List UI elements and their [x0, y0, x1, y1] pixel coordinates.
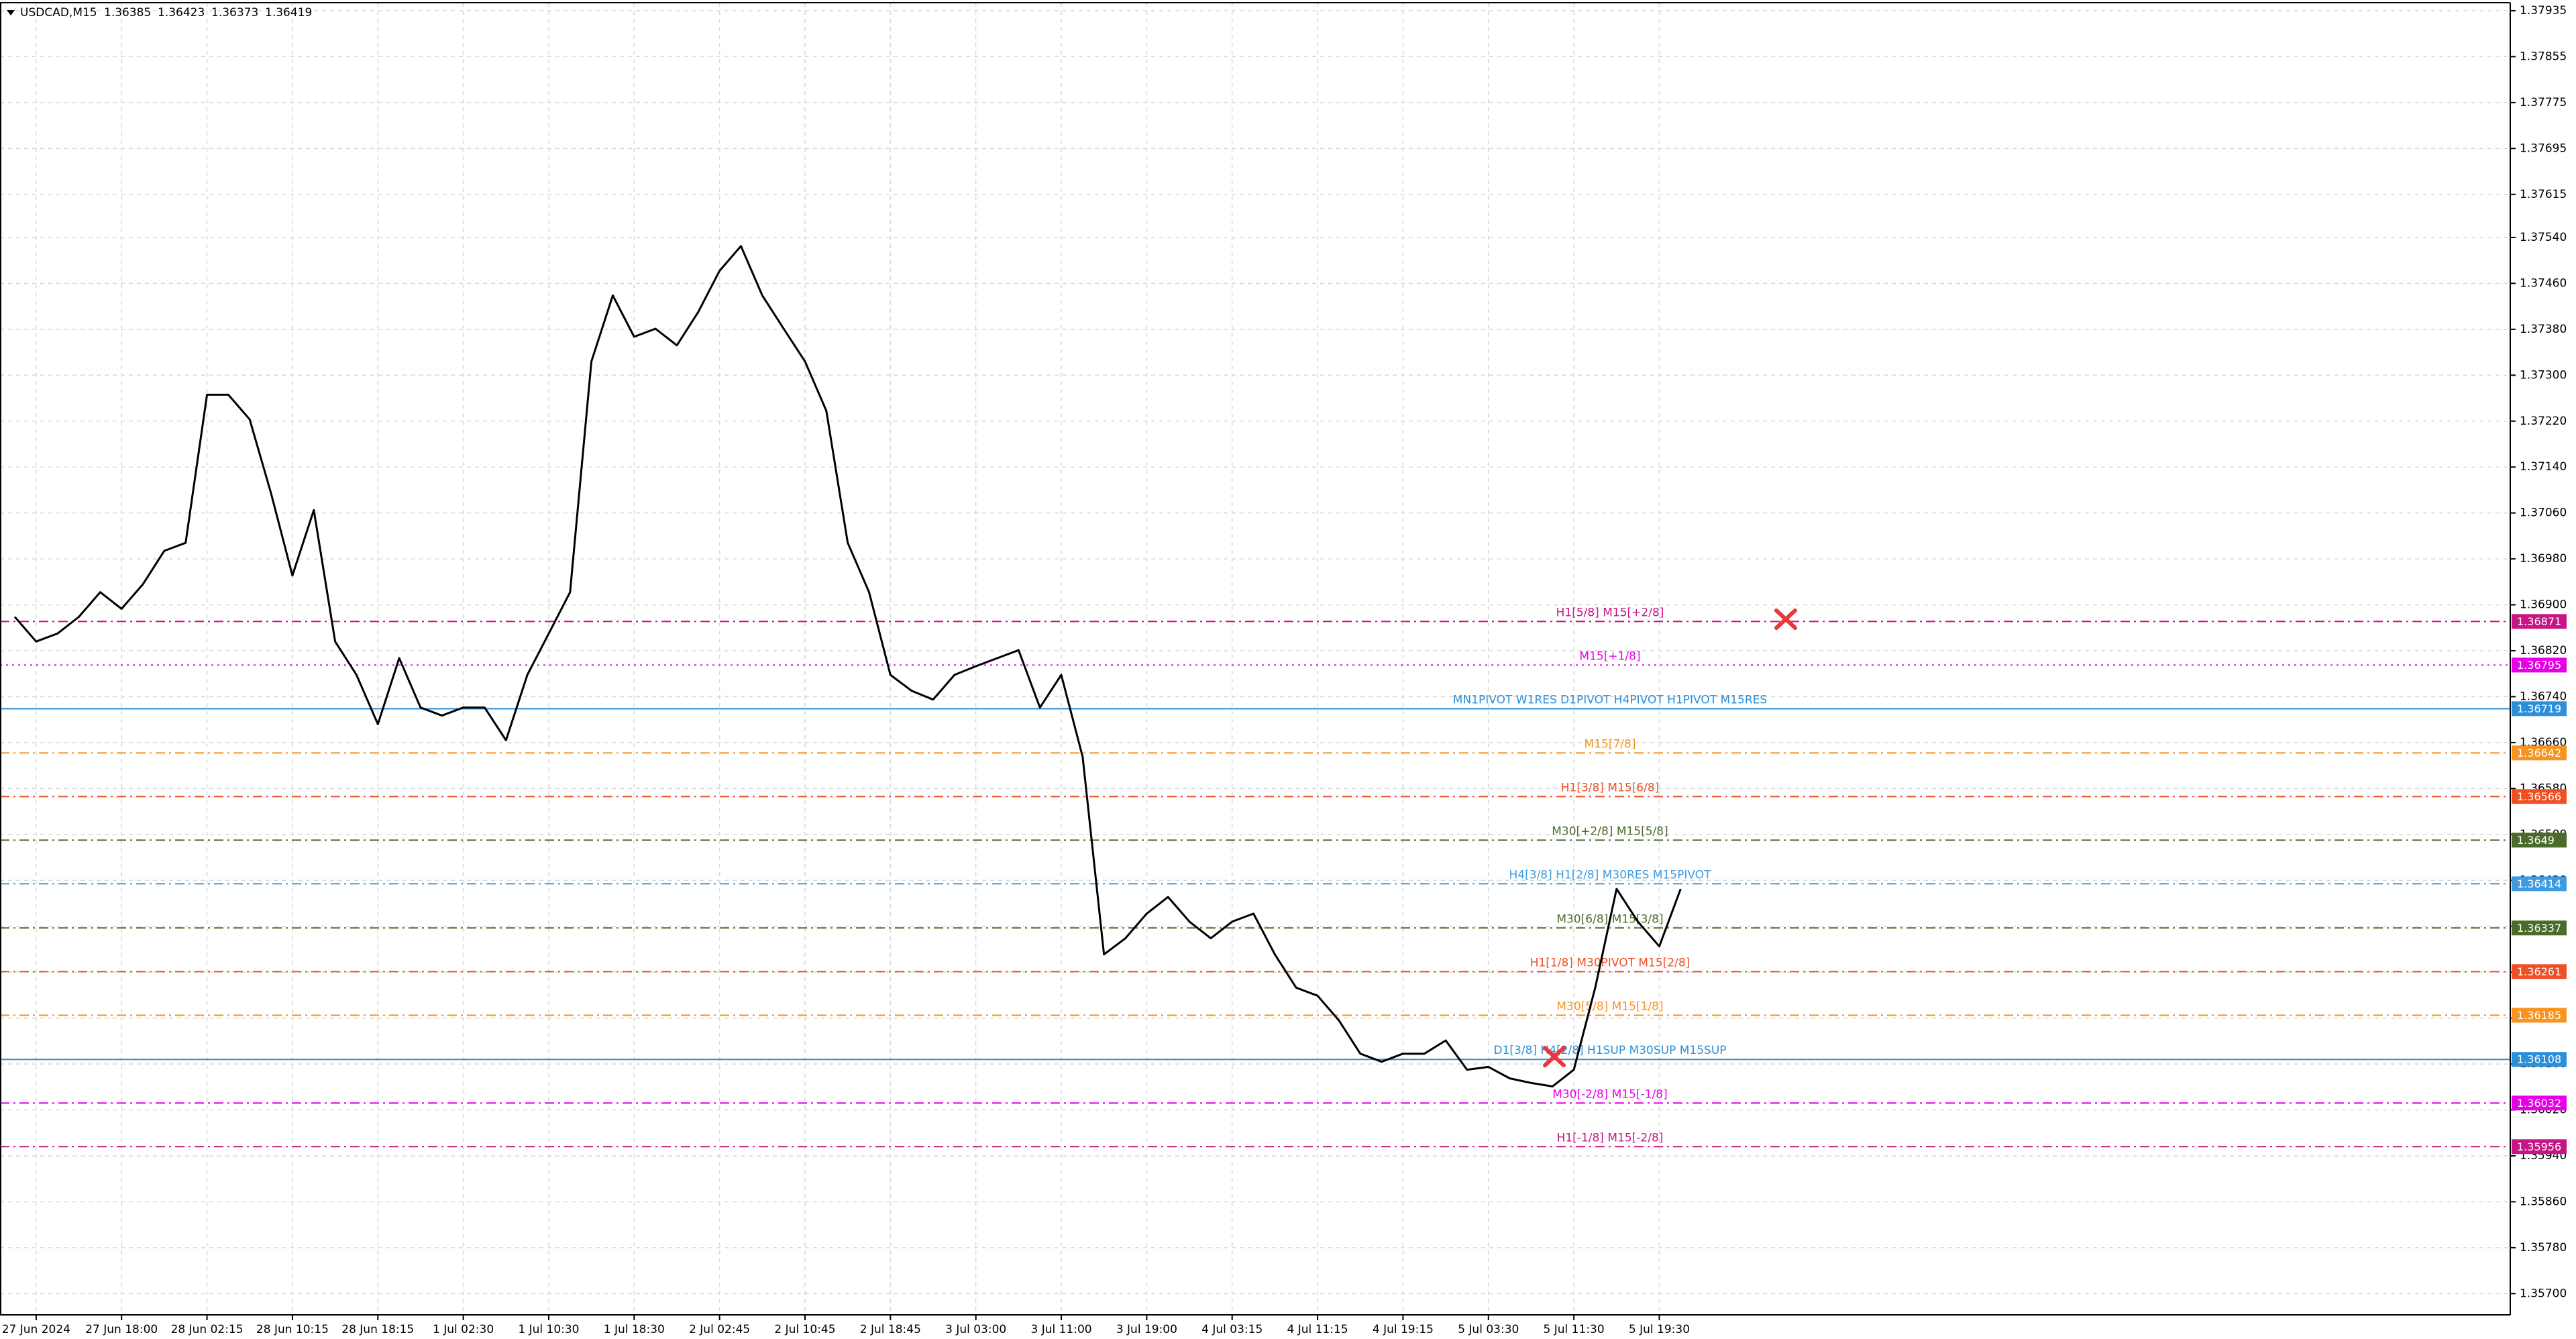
x-tick-label: 1 Jul 18:30 — [604, 1323, 665, 1336]
price-line — [13, 245, 1682, 1087]
y-tick-label: 1.37060 — [2520, 506, 2567, 520]
y-tick-label: 1.36980 — [2520, 552, 2567, 566]
cross-marker — [1543, 1046, 1566, 1067]
high-price: 1.36423 — [158, 6, 205, 19]
x-tick-label: 5 Jul 03:30 — [1458, 1323, 1519, 1336]
price-tag — [2512, 1008, 2567, 1023]
price-tag — [2512, 657, 2567, 673]
price-tag — [2512, 789, 2567, 804]
x-tick-label: 4 Jul 03:15 — [1201, 1323, 1263, 1336]
y-tick-label: 1.35700 — [2520, 1287, 2567, 1300]
price-tag — [2512, 701, 2567, 716]
y-tick-label: 1.35860 — [2520, 1195, 2567, 1208]
x-tick-label: 1 Jul 10:30 — [518, 1323, 579, 1336]
x-tick-label: 5 Jul 11:30 — [1544, 1323, 1605, 1336]
open-price: 1.36385 — [104, 6, 151, 19]
x-tick-label: 28 Jun 02:15 — [171, 1323, 244, 1336]
price-tag — [2512, 833, 2567, 848]
price-tag — [2512, 876, 2567, 892]
price-tag-label: 1.36719 — [2517, 702, 2561, 715]
x-tick-label: 2 Jul 10:45 — [774, 1323, 835, 1336]
y-tick-label: 1.36900 — [2520, 598, 2567, 612]
axes: 1.37935 1.37855 1.37775 1.37695 1.37615 1.375… — [2, 4, 2567, 1336]
price-tag-label: 1.36795 — [2517, 659, 2561, 672]
price-tag-label: 1.36108 — [2517, 1053, 2561, 1066]
y-tick-label: 1.37855 — [2520, 50, 2567, 63]
y-tick-label: 1.37615 — [2520, 188, 2567, 201]
y-tick-label: 1.36820 — [2520, 644, 2567, 657]
x-tick-label: 5 Jul 19:30 — [1629, 1323, 1690, 1336]
y-tick-label: 1.37220 — [2520, 415, 2567, 428]
level-label: M15[7/8] — [1585, 737, 1636, 751]
price-tag — [2512, 614, 2567, 629]
level-label: M30[5/8] M15[1/8] — [1556, 1000, 1663, 1013]
price-tag-label: 1.36185 — [2517, 1009, 2561, 1022]
x-tick-label: 27 Jun 2024 — [2, 1323, 70, 1336]
close-price: 1.36419 — [265, 6, 312, 19]
y-tick-label: 1.37935 — [2520, 4, 2567, 17]
price-tag-label: 1.35956 — [2517, 1140, 2561, 1153]
y-tick-label: 1.37460 — [2520, 276, 2567, 290]
x-tick-label: 1 Jul 02:30 — [433, 1323, 494, 1336]
level-label: M15[+1/8] — [1579, 649, 1640, 663]
price-tag-label: 1.36871 — [2517, 615, 2561, 628]
price-tag — [2512, 920, 2567, 936]
price-tag — [2512, 964, 2567, 979]
x-tick-label: 3 Jul 19:00 — [1116, 1323, 1177, 1336]
price-tag-label: 1.36414 — [2517, 877, 2561, 890]
level-label: H1[1/8] M30PIVOT M15[2/8] — [1530, 956, 1690, 969]
price-tag — [2512, 1095, 2567, 1111]
level-label: H1[-1/8] M15[-2/8] — [1557, 1131, 1664, 1144]
x-tick-label: 2 Jul 18:45 — [860, 1323, 921, 1336]
price-tag-label: 1.3649 — [2517, 834, 2555, 847]
levels: H1[5/8] M15[+2/8] M15[+1/8] MN1PIVOT W1RES… — [0, 606, 2510, 1148]
level-label: M30[-2/8] M15[-1/8] — [1552, 1087, 1668, 1101]
y-tick-label: 1.35780 — [2520, 1241, 2567, 1254]
x-tick-label: 2 Jul 02:45 — [689, 1323, 750, 1336]
y-tick-label: 1.37380 — [2520, 323, 2567, 336]
price-tag — [2512, 745, 2567, 761]
price-tag-label: 1.36261 — [2517, 965, 2561, 978]
price-tag-label: 1.36337 — [2517, 922, 2561, 934]
y-tick-label: 1.37775 — [2520, 96, 2567, 109]
cross-marker — [1774, 608, 1797, 630]
level-label: D1[3/8] H4[2/8] H1SUP M30SUP M15SUP — [1493, 1044, 1726, 1057]
y-tick-label: 1.37695 — [2520, 142, 2567, 155]
price-tag — [2512, 1139, 2567, 1155]
y-tick-label: 1.37140 — [2520, 460, 2567, 474]
y-tick-label: 1.37300 — [2520, 368, 2567, 382]
level-label: H4[3/8] H1[2/8] M30RES M15PIVOT — [1509, 868, 1712, 881]
x-tick-label: 4 Jul 11:15 — [1287, 1323, 1348, 1336]
x-tick-label: 3 Jul 11:00 — [1030, 1323, 1091, 1336]
x-tick-label: 3 Jul 03:00 — [945, 1323, 1006, 1336]
low-price: 1.36373 — [211, 6, 258, 19]
header: USDCAD,M15 1.36385 1.36423 1.36373 1.364… — [7, 6, 312, 19]
level-label: M30[+2/8] M15[5/8] — [1552, 824, 1668, 838]
symbol-title: USDCAD,M15 — [20, 6, 97, 19]
x-tick-label: 28 Jun 18:15 — [341, 1323, 414, 1336]
x-tick-label: 28 Jun 10:15 — [256, 1323, 329, 1336]
price-tag-label: 1.36642 — [2517, 747, 2561, 759]
y-tick-label: 1.36740 — [2520, 690, 2567, 703]
series — [13, 245, 1682, 1087]
grid — [0, 3, 2510, 1315]
level-label: H1[5/8] M15[+2/8] — [1556, 606, 1664, 619]
y-tick-label: 1.37540 — [2520, 231, 2567, 244]
level-label: H1[3/8] M15[6/8] — [1561, 781, 1660, 794]
level-label: MN1PIVOT W1RES D1PIVOT H4PIVOT H1PIVOT M… — [1453, 693, 1767, 706]
menu-arrow[interactable] — [7, 10, 15, 15]
price-tag-label: 1.36032 — [2517, 1097, 2561, 1110]
price-tag — [2512, 1052, 2567, 1067]
price-tag-label: 1.36566 — [2517, 790, 2561, 803]
x-tick-label: 4 Jul 19:15 — [1373, 1323, 1434, 1336]
x-tick-label: 27 Jun 18:00 — [85, 1323, 158, 1336]
